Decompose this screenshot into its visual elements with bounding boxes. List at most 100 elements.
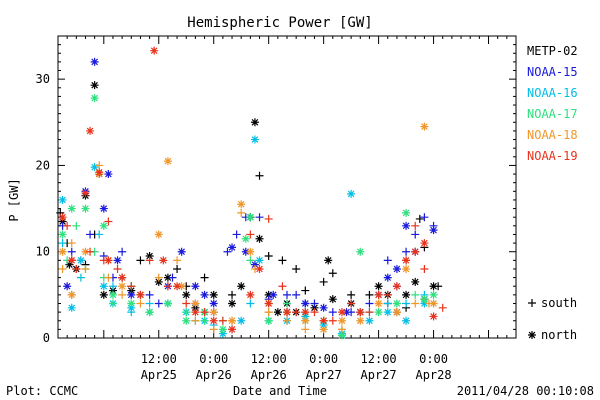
north-point <box>228 325 237 334</box>
south-point <box>246 230 255 239</box>
marker-legend-north: north <box>541 328 577 342</box>
south-point <box>200 273 209 282</box>
north-point <box>58 247 67 256</box>
south-point <box>411 230 420 239</box>
x-tick-time: 12:00 <box>361 352 397 366</box>
chart-title: Hemispheric Power [GW] <box>187 15 372 31</box>
south-point <box>278 282 287 291</box>
north-point <box>67 290 76 299</box>
x-tick-date: Apr27 <box>361 368 397 382</box>
north-point <box>301 299 310 308</box>
series-noaa-15 <box>58 57 438 317</box>
south-point <box>200 316 209 325</box>
y-tick-label: 30 <box>36 72 50 86</box>
data-points <box>56 46 447 340</box>
north-point <box>374 282 383 291</box>
north-point <box>356 247 365 256</box>
north-point <box>118 282 127 291</box>
x-tick-time: 12:00 <box>141 352 177 366</box>
north-point <box>246 247 255 256</box>
south-point <box>301 325 310 334</box>
south-point <box>95 161 104 170</box>
north-point <box>163 157 172 166</box>
north-point <box>182 290 191 299</box>
north-point <box>58 217 67 226</box>
south-point <box>328 316 337 325</box>
south-point <box>246 256 255 265</box>
north-point <box>374 299 383 308</box>
south-point <box>411 221 420 230</box>
north-point <box>159 256 168 265</box>
north-point <box>319 316 328 325</box>
north-point <box>365 316 374 325</box>
south-point <box>411 299 420 308</box>
north-point <box>402 256 411 265</box>
north-point <box>255 234 264 243</box>
south-point <box>67 247 76 256</box>
north-point <box>58 213 67 222</box>
legend-noaa-17: NOAA-17 <box>527 107 578 121</box>
north-point <box>209 316 218 325</box>
north-point <box>383 273 392 282</box>
north-point <box>81 247 90 256</box>
south-point <box>228 290 237 299</box>
north-point <box>209 308 218 317</box>
x-tick-time: 0:00 <box>199 352 228 366</box>
y-tick-label: 10 <box>36 245 50 259</box>
north-point <box>237 316 246 325</box>
north-point <box>191 282 200 291</box>
north-point <box>374 290 383 299</box>
north-point <box>319 325 328 334</box>
north-point <box>301 312 310 321</box>
north-point <box>356 316 365 325</box>
south-point <box>145 299 154 308</box>
south-point <box>145 290 154 299</box>
north-point <box>420 122 429 131</box>
legend-noaa-19: NOAA-19 <box>527 149 578 163</box>
series-noaa-19 <box>58 46 447 334</box>
south-point <box>411 290 420 299</box>
north-point <box>241 234 250 243</box>
north-point <box>154 230 163 239</box>
south-point <box>108 282 117 291</box>
north-point <box>420 299 429 308</box>
north-point <box>67 303 76 312</box>
north-point <box>108 286 117 295</box>
south-point <box>310 308 319 317</box>
x-tick-time: 12:00 <box>251 352 287 366</box>
north-point <box>310 303 319 312</box>
north-point <box>63 282 72 291</box>
south-point <box>191 316 200 325</box>
north-point <box>411 277 420 286</box>
south-point <box>347 290 356 299</box>
south-point <box>182 299 191 308</box>
north-point <box>65 260 74 269</box>
north-point <box>383 308 392 317</box>
north-point <box>76 256 85 265</box>
north-point <box>95 168 104 177</box>
north-point <box>337 331 346 340</box>
south-point <box>67 239 76 248</box>
north-point <box>163 299 172 308</box>
north-point <box>218 329 227 338</box>
south-point <box>415 214 424 223</box>
south-point <box>264 252 273 261</box>
south-point <box>127 282 136 291</box>
south-point <box>292 264 301 273</box>
north-point <box>200 290 209 299</box>
south-point <box>95 230 104 239</box>
north-point <box>392 308 401 317</box>
y-axis-label: P [GW] <box>7 178 21 221</box>
south-point <box>72 221 81 230</box>
north-point <box>99 282 108 291</box>
south-point <box>310 299 319 308</box>
north-point <box>402 290 411 299</box>
south-point <box>209 325 218 334</box>
north-point <box>237 282 246 291</box>
south-point <box>58 239 67 248</box>
south-point <box>182 308 191 317</box>
north-point <box>250 135 259 144</box>
north-point <box>99 221 108 230</box>
north-point <box>163 273 172 282</box>
north-point <box>337 316 346 325</box>
